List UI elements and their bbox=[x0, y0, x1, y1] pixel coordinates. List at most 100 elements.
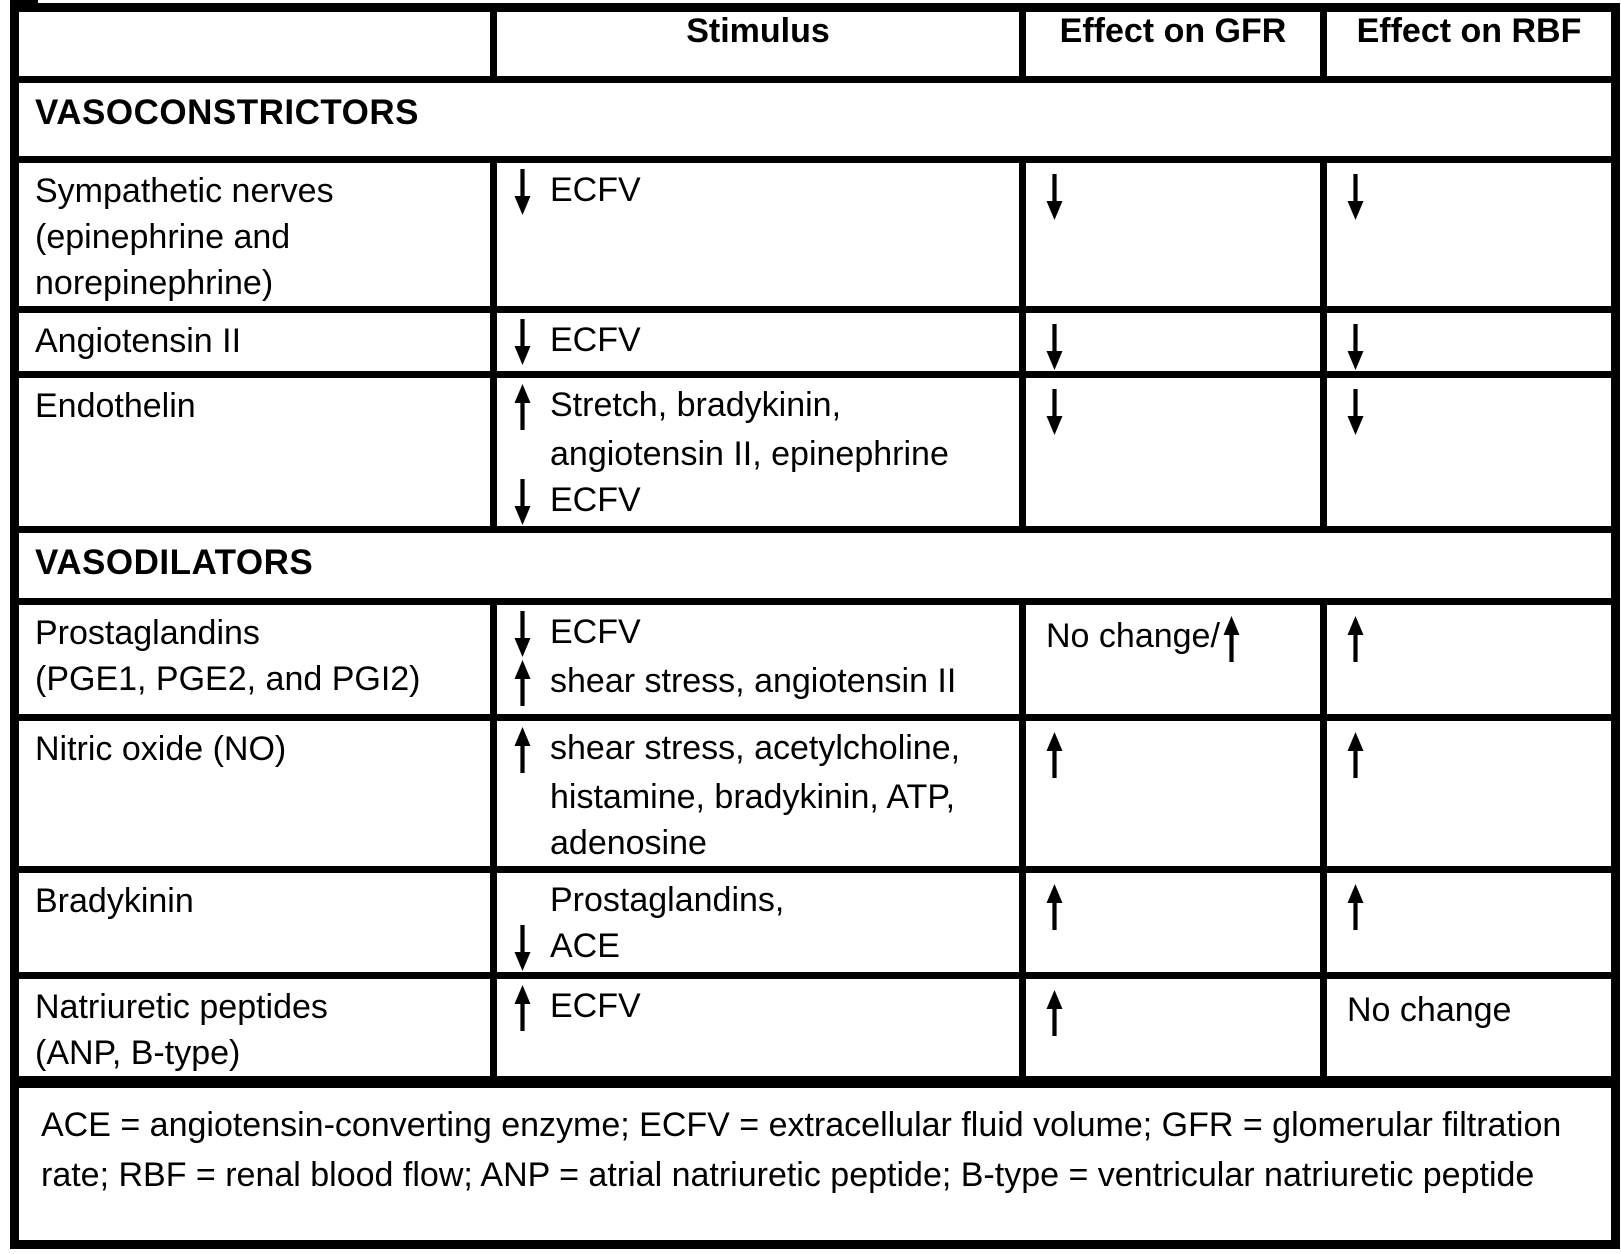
cell-text: Prostaglandins, bbox=[550, 881, 785, 919]
up-arrow-icon bbox=[514, 660, 531, 706]
cell-line: histamine, bradykinin, ATP, bbox=[514, 774, 1017, 820]
arrow-slot bbox=[514, 477, 550, 526]
cell-line: ECFV bbox=[514, 317, 1017, 366]
effect-gfr-cell bbox=[1019, 866, 1327, 979]
agent-name-line: Prostaglandins bbox=[35, 614, 260, 652]
up-arrow-icon bbox=[1347, 732, 1364, 778]
agent-cell: Bradykinin bbox=[11, 866, 497, 979]
agent-cell: Nitric oxide (NO) bbox=[11, 714, 497, 873]
column-header-effect-rbf: Effect on RBF bbox=[1320, 4, 1619, 83]
up-arrow-icon bbox=[1046, 884, 1063, 930]
cell-line bbox=[1347, 321, 1609, 371]
cell-line: No change bbox=[1347, 987, 1609, 1033]
down-arrow-icon bbox=[1046, 174, 1063, 220]
cell-text: No change/ bbox=[1046, 617, 1220, 655]
up-arrow-icon bbox=[1046, 732, 1063, 778]
down-arrow-icon bbox=[1347, 174, 1364, 220]
arrow-slot bbox=[514, 983, 550, 1032]
up-arrow-icon bbox=[1347, 884, 1364, 930]
cell-line: angiotensin II, epinephrine bbox=[514, 431, 1017, 477]
effect-gfr-cell bbox=[1019, 306, 1327, 378]
cell-line bbox=[1347, 613, 1609, 663]
down-arrow-icon bbox=[1046, 389, 1063, 435]
section-row-vasoconstrictors: VASOCONSTRICTORS bbox=[11, 76, 1619, 163]
table-row: Bradykinin Prostaglandins, ACE bbox=[11, 866, 1619, 979]
cell-line bbox=[1347, 386, 1609, 436]
agent-cell: Endothelin bbox=[11, 371, 497, 533]
cell-text: ECFV bbox=[550, 613, 641, 651]
up-arrow-icon bbox=[1347, 616, 1364, 662]
cell-line bbox=[1046, 987, 1318, 1037]
table-row: Endothelin Stretch, bradykinin, angiotensi… bbox=[11, 371, 1619, 533]
cell-line: Prostaglandins, bbox=[514, 877, 1017, 923]
agent-name-line: Angiotensin II bbox=[35, 322, 242, 360]
cell-text: angiotensin II, epinephrine bbox=[550, 435, 949, 473]
stimulus-cell: ECFV bbox=[490, 972, 1026, 1086]
cell-text: ECFV bbox=[550, 171, 641, 209]
arrow-slot bbox=[514, 923, 550, 972]
effect-gfr-cell bbox=[1019, 156, 1327, 313]
table-row: Angiotensin II ECFV bbox=[11, 306, 1619, 378]
cell-line: ECFV bbox=[514, 477, 1017, 526]
cell-text: ECFV bbox=[550, 987, 641, 1025]
cell-line: ECFV bbox=[514, 983, 1017, 1032]
section-row-vasodilators: VASODILATORS bbox=[11, 526, 1619, 605]
cell-line bbox=[1046, 729, 1318, 779]
effect-rbf-cell bbox=[1320, 306, 1619, 378]
section-header: VASODILATORS bbox=[11, 526, 1619, 605]
cell-line bbox=[1347, 171, 1609, 221]
cell-text: shear stress, angiotensin II bbox=[550, 662, 957, 700]
down-arrow-icon bbox=[1347, 324, 1364, 370]
agent-name-line: Endothelin bbox=[35, 387, 196, 425]
cell-line bbox=[1046, 171, 1318, 221]
agent-name-line: Bradykinin bbox=[35, 882, 194, 920]
down-arrow-icon bbox=[514, 479, 531, 525]
effect-gfr-cell bbox=[1019, 371, 1327, 533]
up-arrow-icon bbox=[1223, 616, 1240, 662]
table-row: Sympathetic nerves (epinephrine and norepi… bbox=[11, 156, 1619, 313]
down-arrow-icon bbox=[1046, 324, 1063, 370]
up-arrow-icon bbox=[514, 727, 531, 773]
down-arrow-icon bbox=[1347, 389, 1364, 435]
effect-rbf-cell bbox=[1320, 598, 1619, 721]
agent-cell: Angiotensin II bbox=[11, 306, 497, 378]
arrow-slot bbox=[514, 725, 550, 774]
column-header-effect-gfr: Effect on GFR bbox=[1019, 4, 1327, 83]
cell-line: ECFV bbox=[514, 167, 1017, 216]
footnote-row: ACE = angiotensin-converting enzyme; ECF… bbox=[11, 1076, 1619, 1248]
up-arrow-icon bbox=[1046, 990, 1063, 1036]
renal-hemodynamics-table: Stimulus Effect on GFR Effect on RBF VAS… bbox=[10, 3, 1620, 1249]
cell-text: histamine, bradykinin, ATP, bbox=[550, 778, 956, 816]
cell-line bbox=[1347, 881, 1609, 931]
cell-line bbox=[1046, 321, 1318, 371]
cell-line: shear stress, acetylcholine, bbox=[514, 725, 1017, 774]
cell-text: Stretch, bradykinin, bbox=[550, 386, 842, 424]
table-row: Prostaglandins (PGE1, PGE2, and PGI2) ECFV… bbox=[11, 598, 1619, 721]
cell-line: shear stress, angiotensin II bbox=[514, 658, 1017, 707]
agent-cell: Natriuretic peptides (ANP, B-type) bbox=[11, 972, 497, 1086]
cell-line bbox=[1046, 881, 1318, 931]
stimulus-cell: Prostaglandins, ACE bbox=[490, 866, 1026, 979]
agent-name-line: (epinephrine and bbox=[35, 218, 291, 256]
cell-line: adenosine bbox=[514, 820, 1017, 866]
down-arrow-icon bbox=[514, 169, 531, 215]
up-arrow-icon bbox=[514, 985, 531, 1031]
cell-line bbox=[1347, 729, 1609, 779]
agent-cell: Sympathetic nerves (epinephrine and norepi… bbox=[11, 156, 497, 313]
header-row: Stimulus Effect on GFR Effect on RBF bbox=[11, 4, 1619, 83]
stimulus-cell: ECFV bbox=[490, 306, 1026, 378]
agent-name-line: (PGE1, PGE2, and PGI2) bbox=[35, 660, 421, 698]
agent-name-line: Nitric oxide (NO) bbox=[35, 730, 287, 768]
stimulus-cell: ECFV shear stress, angiotensin II bbox=[490, 598, 1026, 721]
arrow-slot bbox=[514, 167, 550, 216]
effect-gfr-cell: No change/ bbox=[1019, 598, 1327, 721]
table-row: Nitric oxide (NO) shear stress, acetylcho… bbox=[11, 714, 1619, 873]
table-row: Natriuretic peptides (ANP, B-type) ECFV No … bbox=[11, 972, 1619, 1086]
effect-gfr-cell bbox=[1019, 714, 1327, 873]
agent-name-line: Natriuretic peptides bbox=[35, 988, 328, 1026]
footnote: ACE = angiotensin-converting enzyme; ECF… bbox=[11, 1076, 1619, 1248]
cell-line: ECFV bbox=[514, 609, 1017, 658]
effect-rbf-cell: No change bbox=[1320, 972, 1619, 1086]
down-arrow-icon bbox=[514, 611, 531, 657]
agent-name-line: (ANP, B-type) bbox=[35, 1034, 241, 1072]
